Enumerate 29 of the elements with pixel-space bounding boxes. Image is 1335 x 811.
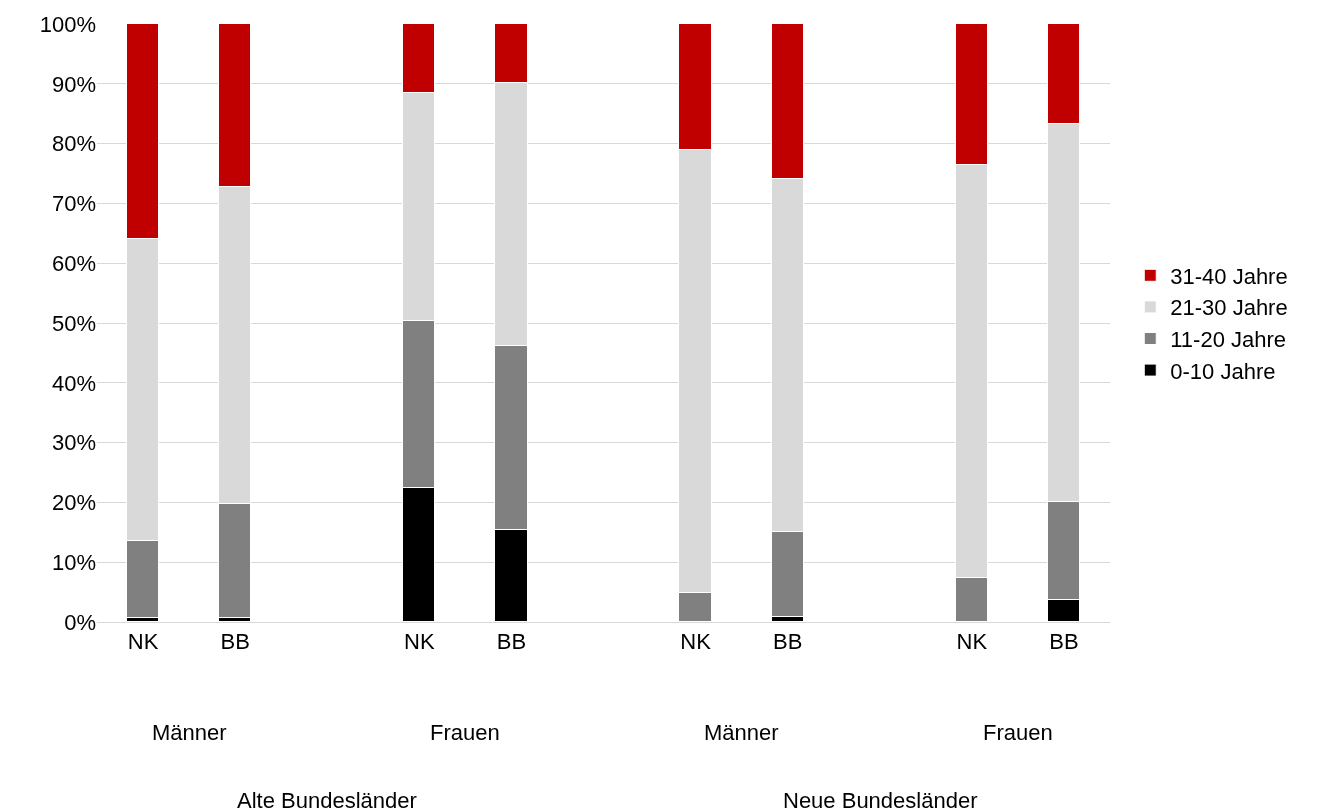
text: Frauen bbox=[983, 720, 1053, 745]
x-tick-label: NK bbox=[956, 629, 988, 655]
text: Männer bbox=[704, 720, 779, 745]
legend-label: 0-10 Jahre bbox=[1170, 358, 1276, 384]
y-tick-label: 10% bbox=[51, 549, 96, 575]
legend-label: 31-40 Jahre bbox=[1170, 263, 1288, 289]
text: Männer bbox=[152, 720, 227, 745]
x-tick-label: BB bbox=[1049, 629, 1079, 655]
legend-label: 21-30 Jahre bbox=[1170, 295, 1288, 321]
x-tick-label: BB bbox=[773, 629, 803, 655]
y-tick-label: 50% bbox=[51, 310, 96, 336]
text: Frauen bbox=[430, 720, 500, 745]
y-tick-label: 30% bbox=[51, 430, 96, 456]
y-tick-label: 40% bbox=[51, 370, 96, 396]
x-tick-label: NK bbox=[680, 629, 712, 655]
legend-label: 11-20 Jahre bbox=[1170, 327, 1287, 353]
text: Neue Bundesländer bbox=[783, 788, 978, 811]
y-tick-label: 100% bbox=[39, 11, 96, 37]
text: Alte Bundesländer bbox=[237, 788, 417, 811]
y-tick-label: 20% bbox=[51, 490, 96, 516]
y-tick-label: 70% bbox=[51, 191, 96, 217]
y-tick-label: 80% bbox=[51, 131, 96, 157]
y-tick-label: 0% bbox=[64, 609, 96, 635]
x-tick-label: BB bbox=[220, 629, 250, 655]
x-tick-label: NK bbox=[404, 629, 435, 655]
x-tick-label: BB bbox=[496, 629, 527, 655]
y-tick-label: 60% bbox=[51, 250, 96, 276]
x-tick-label: NK bbox=[127, 629, 159, 655]
y-tick-label: 90% bbox=[51, 71, 96, 97]
